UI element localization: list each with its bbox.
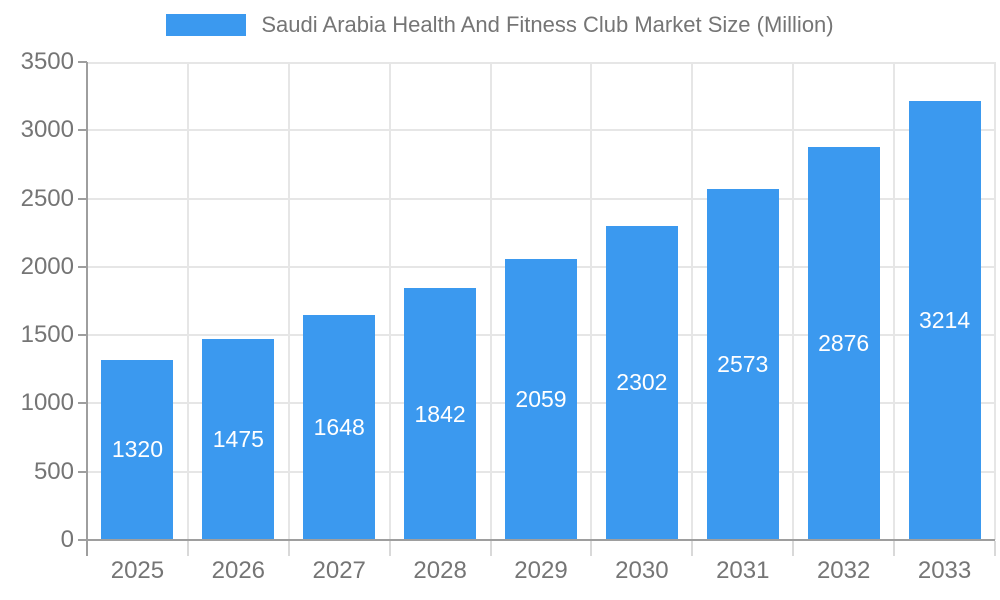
x-boundary-tick bbox=[287, 541, 290, 556]
y-tick-label: 1000 bbox=[20, 389, 74, 417]
bar-2032: 2876 bbox=[807, 147, 880, 540]
bar-value-label: 1320 bbox=[111, 436, 164, 463]
v-gridline bbox=[893, 62, 896, 540]
plot-area: 1320 1475 1648 1842 2059 2302 2573 2876 3214 bbox=[87, 62, 996, 540]
bar-2031: 2573 bbox=[706, 188, 779, 540]
x-boundary-tick bbox=[388, 541, 391, 556]
v-gridline bbox=[388, 62, 391, 540]
bar-2028: 1842 bbox=[404, 288, 477, 540]
legend[interactable]: Saudi Arabia Health And Fitness Club Mar… bbox=[0, 12, 1000, 38]
x-boundary-tick bbox=[590, 541, 593, 556]
x-tick-label: 2026 bbox=[211, 557, 266, 584]
x-tick-label: 2030 bbox=[615, 557, 669, 584]
x-boundary-tick bbox=[792, 541, 795, 556]
y-tick bbox=[78, 470, 87, 473]
y-tick-label: 2000 bbox=[20, 252, 74, 280]
y-tick bbox=[78, 334, 87, 337]
bar-value-label: 2876 bbox=[818, 330, 870, 357]
x-tick-label: 2025 bbox=[110, 557, 165, 584]
y-tick-label: 1500 bbox=[20, 321, 74, 349]
y-tick bbox=[78, 197, 87, 200]
bar-value-label: 1648 bbox=[313, 413, 365, 440]
x-boundary-tick bbox=[489, 541, 492, 556]
y-axis-line bbox=[86, 62, 88, 556]
y-tick-label: 3500 bbox=[20, 48, 74, 75]
bar-2029: 2059 bbox=[505, 258, 577, 540]
h-gridline bbox=[87, 62, 995, 64]
v-gridline bbox=[792, 62, 795, 540]
v-gridline bbox=[287, 62, 290, 540]
bar-value-label: 1475 bbox=[212, 425, 264, 452]
h-gridline bbox=[87, 129, 995, 132]
legend-swatch bbox=[166, 14, 247, 36]
y-tick-label: 2500 bbox=[20, 184, 74, 212]
x-boundary-tick bbox=[186, 541, 189, 556]
y-tick bbox=[78, 539, 87, 541]
x-boundary-tick bbox=[994, 541, 996, 556]
y-tick-label: 3000 bbox=[20, 116, 74, 144]
bar-value-label: 2059 bbox=[515, 385, 567, 412]
bar-value-label: 2302 bbox=[616, 369, 668, 396]
x-axis-line bbox=[87, 539, 995, 541]
bar-2026: 1475 bbox=[202, 338, 275, 540]
y-tick bbox=[78, 402, 87, 405]
x-tick-label: 2029 bbox=[514, 557, 568, 584]
bar-2033: 3214 bbox=[908, 101, 981, 540]
v-gridline bbox=[489, 62, 492, 540]
y-tick bbox=[78, 61, 87, 63]
y-tick-label: 0 bbox=[60, 526, 74, 553]
v-gridline bbox=[994, 62, 996, 540]
x-boundary-tick bbox=[691, 541, 694, 556]
x-tick-label: 2032 bbox=[816, 557, 871, 584]
y-tick bbox=[78, 265, 87, 268]
bar-value-label: 3214 bbox=[918, 307, 971, 334]
bar-2025: 1320 bbox=[101, 359, 174, 540]
x-tick-label: 2033 bbox=[917, 557, 972, 584]
x-tick-label: 2031 bbox=[716, 557, 770, 584]
v-gridline bbox=[590, 62, 593, 540]
bar-2027: 1648 bbox=[303, 314, 376, 540]
bar-value-label: 1842 bbox=[414, 400, 466, 427]
y-tick bbox=[78, 129, 87, 132]
legend-label: Saudi Arabia Health And Fitness Club Mar… bbox=[261, 12, 834, 37]
v-gridline bbox=[691, 62, 694, 540]
y-tick-label: 500 bbox=[33, 457, 74, 485]
bar-2030: 2302 bbox=[605, 225, 678, 540]
x-boundary-tick bbox=[893, 541, 896, 556]
x-tick-label: 2027 bbox=[312, 557, 366, 584]
h-gridline bbox=[87, 197, 995, 200]
x-tick-label: 2028 bbox=[413, 557, 467, 584]
v-gridline bbox=[186, 62, 189, 540]
bar-value-label: 2573 bbox=[717, 350, 769, 377]
